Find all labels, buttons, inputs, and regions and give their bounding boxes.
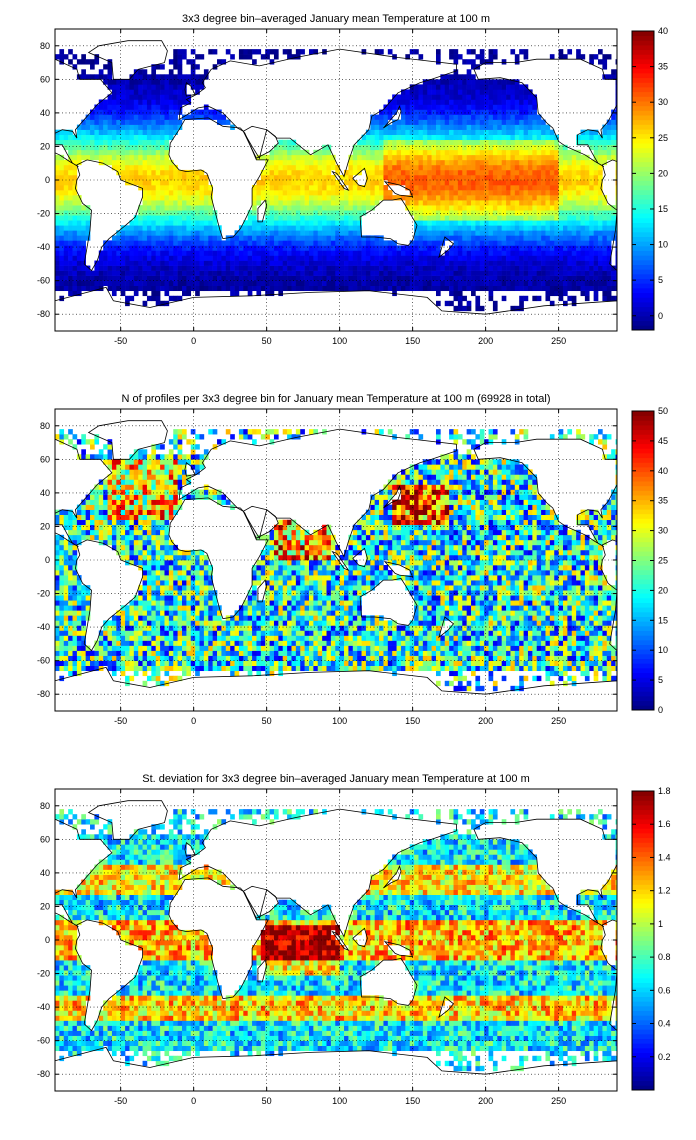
x-tick-label: 50 bbox=[262, 1096, 272, 1106]
colorbar-tick-label: 0 bbox=[658, 705, 663, 715]
x-tick-label: 150 bbox=[405, 1096, 420, 1106]
colorbar-tick-label: 25 bbox=[658, 556, 668, 566]
colorbar-tick-label: 5 bbox=[658, 675, 663, 685]
y-tick-label: -40 bbox=[37, 622, 50, 632]
y-tick-label: -80 bbox=[37, 689, 50, 699]
temperature-panel: 3x3 degree bin–averaged January mean Tem… bbox=[0, 0, 696, 362]
chart-title: N of profiles per 3x3 degree bin for Jan… bbox=[121, 393, 550, 405]
x-tick-label: 0 bbox=[191, 1096, 196, 1106]
y-tick-label: 60 bbox=[40, 834, 50, 844]
colorbar-tick-label: 40 bbox=[658, 466, 668, 476]
y-tick-label: 20 bbox=[40, 141, 50, 151]
x-tick-label: 100 bbox=[332, 716, 347, 726]
x-tick-label: 0 bbox=[191, 336, 196, 346]
y-tick-label: -60 bbox=[37, 276, 50, 286]
chart-title: 3x3 degree bin–averaged January mean Tem… bbox=[182, 13, 490, 25]
x-tick-label: 250 bbox=[551, 336, 566, 346]
y-tick-label: 60 bbox=[40, 454, 50, 464]
y-tick-label: 80 bbox=[40, 801, 50, 811]
colorbar: 0.2 0.4 0.6 0.8 1 1.2 1.4 1.6 1.8 bbox=[631, 786, 671, 1091]
colorbar-tick-label: 30 bbox=[658, 526, 668, 536]
x-tick-label: 0 bbox=[191, 716, 196, 726]
y-tick-label: 80 bbox=[40, 41, 50, 51]
colorbar: 0 5 10 15 20 25 30 35 40 45 50 bbox=[631, 406, 668, 715]
grid-lines bbox=[55, 409, 617, 711]
heatmap-cells bbox=[55, 809, 617, 1072]
coastlines bbox=[55, 40, 617, 331]
colorbar-tick-label: 20 bbox=[658, 585, 668, 595]
x-tick-label: 250 bbox=[551, 1096, 566, 1106]
x-tick-label: 50 bbox=[262, 336, 272, 346]
colorbar-tick-label: 0.6 bbox=[658, 985, 671, 995]
y-tick-label: 40 bbox=[40, 488, 50, 498]
colorbar-tick-label: 30 bbox=[658, 97, 668, 107]
chart-svg: 3x3 degree bin–averaged January mean Tem… bbox=[37, 13, 668, 346]
y-tick-label: -40 bbox=[37, 242, 50, 252]
y-tick-label: 40 bbox=[40, 108, 50, 118]
y-tick-label: -80 bbox=[37, 309, 50, 319]
y-tick-label: 80 bbox=[40, 421, 50, 431]
y-tick-label: -20 bbox=[37, 209, 50, 219]
colorbar-tick-label: 35 bbox=[658, 62, 668, 72]
colorbar-tick-label: 10 bbox=[658, 240, 668, 250]
std-deviation-panel: St. deviation for 3x3 degree bin–average… bbox=[0, 760, 696, 1122]
colorbar-tick-label: 0.2 bbox=[658, 1052, 671, 1062]
x-tick-label: 100 bbox=[332, 336, 347, 346]
colorbar-tick-label: 1 bbox=[658, 919, 663, 929]
y-tick-label: 40 bbox=[40, 868, 50, 878]
y-tick-label: -40 bbox=[37, 1002, 50, 1012]
y-tick-label: 20 bbox=[40, 521, 50, 531]
profile-count-panel: N of profiles per 3x3 degree bin for Jan… bbox=[0, 380, 696, 742]
y-tick-label: -20 bbox=[37, 589, 50, 599]
x-tick-label: 150 bbox=[405, 716, 420, 726]
colorbar-tick-label: 35 bbox=[658, 496, 668, 506]
x-tick-label: 100 bbox=[332, 1096, 347, 1106]
y-tick-label: 0 bbox=[45, 175, 50, 185]
y-tick-label: -80 bbox=[37, 1069, 50, 1079]
x-tick-label: 200 bbox=[478, 716, 493, 726]
x-tick-label: -50 bbox=[114, 336, 127, 346]
y-tick-label: -60 bbox=[37, 656, 50, 666]
colorbar-tick-label: 1.8 bbox=[658, 786, 671, 796]
colorbar-tick-label: 10 bbox=[658, 645, 668, 655]
y-tick-label: 60 bbox=[40, 74, 50, 84]
colorbar-tick-label: 45 bbox=[658, 436, 668, 446]
colorbar-tick-label: 1.6 bbox=[658, 819, 671, 829]
grid-lines bbox=[55, 29, 617, 331]
colorbar-tick-label: 15 bbox=[658, 615, 668, 625]
chart-title: St. deviation for 3x3 degree bin–average… bbox=[142, 773, 529, 785]
chart-svg: St. deviation for 3x3 degree bin–average… bbox=[37, 773, 671, 1106]
grid-lines bbox=[55, 789, 617, 1091]
y-tick-label: -20 bbox=[37, 969, 50, 979]
heatmap-cells bbox=[55, 429, 617, 692]
colorbar-tick-label: 1.2 bbox=[658, 886, 671, 896]
colorbar: 0 5 10 15 20 25 30 35 40 bbox=[631, 26, 668, 331]
x-tick-label: -50 bbox=[114, 716, 127, 726]
x-tick-label: 200 bbox=[478, 336, 493, 346]
y-tick-label: -60 bbox=[37, 1036, 50, 1046]
colorbar-tick-label: 0.8 bbox=[658, 952, 671, 962]
x-tick-label: 50 bbox=[262, 716, 272, 726]
colorbar-tick-label: 5 bbox=[658, 275, 663, 285]
y-tick-label: 20 bbox=[40, 901, 50, 911]
x-tick-label: 200 bbox=[478, 1096, 493, 1106]
heatmap-cells bbox=[55, 49, 617, 312]
coastlines bbox=[55, 420, 617, 711]
x-tick-label: 150 bbox=[405, 336, 420, 346]
colorbar-tick-label: 15 bbox=[658, 204, 668, 214]
colorbar-tick-label: 0 bbox=[658, 311, 663, 321]
colorbar-tick-label: 20 bbox=[658, 168, 668, 178]
chart-svg: N of profiles per 3x3 degree bin for Jan… bbox=[37, 393, 668, 726]
colorbar-tick-label: 50 bbox=[658, 406, 668, 416]
colorbar-tick-label: 40 bbox=[658, 26, 668, 36]
colorbar-tick-label: 1.4 bbox=[658, 852, 671, 862]
colorbar-tick-label: 25 bbox=[658, 133, 668, 143]
colorbar-tick-label: 0.4 bbox=[658, 1019, 671, 1029]
x-tick-label: -50 bbox=[114, 1096, 127, 1106]
y-tick-label: 0 bbox=[45, 555, 50, 565]
x-tick-label: 250 bbox=[551, 716, 566, 726]
y-tick-label: 0 bbox=[45, 935, 50, 945]
coastlines bbox=[55, 800, 617, 1091]
